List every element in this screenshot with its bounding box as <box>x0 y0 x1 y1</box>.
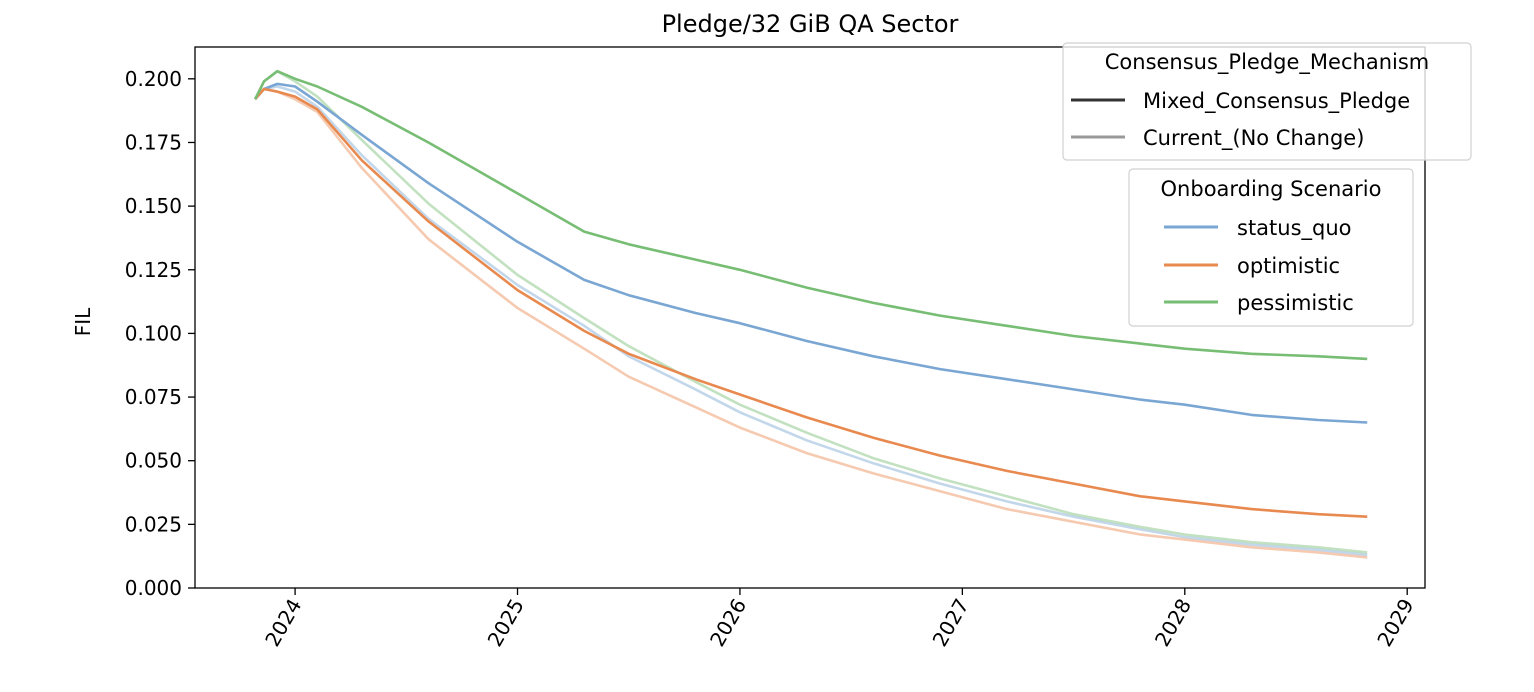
series-line-optimistic-current-no-change <box>254 87 1368 559</box>
series-layer <box>253 69 1368 559</box>
y-tick-label: 0.125 <box>125 258 182 282</box>
legend-scenario: Onboarding Scenario status_quo optimisti… <box>1128 168 1414 327</box>
legend-label-current-no-change: Current_(No Change) <box>1143 126 1364 151</box>
x-tick-label: 2026 <box>705 595 751 651</box>
y-tick-label: 0.175 <box>125 130 182 154</box>
series-line-status-quo-mixed-consensus-pledge <box>254 82 1368 424</box>
legend-label-mixed-consensus-pledge: Mixed_Consensus_Pledge <box>1143 89 1410 114</box>
y-axis-label: FIL <box>71 307 95 336</box>
legend-label-status-quo: status_quo <box>1237 216 1352 241</box>
y-tick-label: 0.025 <box>125 512 182 536</box>
x-tick-label: 2024 <box>260 595 306 651</box>
series-line-status-quo-current-no-change <box>254 85 1368 557</box>
legend-mechanism-title: Consensus_Pledge_Mechanism <box>1105 50 1430 75</box>
chart-title: Pledge/32 GiB QA Sector <box>662 10 959 38</box>
y-tick-label: 0.200 <box>125 67 182 91</box>
series-line-optimistic-mixed-consensus-pledge <box>254 87 1368 518</box>
legend-scenario-frame <box>1128 168 1414 327</box>
y-tick-label: 0.000 <box>125 576 182 600</box>
series-line-pessimistic-current-no-change <box>253 69 1368 554</box>
x-tick-label: 2029 <box>1372 595 1418 651</box>
legend-mechanism-frame <box>1062 42 1472 161</box>
y-tick-label: 0.100 <box>125 321 182 345</box>
legend-label-optimistic: optimistic <box>1237 254 1340 278</box>
y-tick-label: 0.075 <box>125 385 182 409</box>
x-tick-label: 2028 <box>1150 595 1196 651</box>
legend-label-pessimistic: pessimistic <box>1237 291 1354 315</box>
y-tick-label: 0.150 <box>125 194 182 218</box>
legend-scenario-title: Onboarding Scenario <box>1161 177 1382 201</box>
x-tick-label: 2025 <box>483 595 529 651</box>
y-tick-label: 0.050 <box>125 449 182 473</box>
x-tick-label: 2027 <box>927 595 973 651</box>
plot-frame <box>194 46 1426 589</box>
series-line-pessimistic-mixed-consensus-pledge <box>253 69 1368 361</box>
legend-mechanism: Consensus_Pledge_Mechanism Mixed_Consens… <box>1062 42 1472 161</box>
